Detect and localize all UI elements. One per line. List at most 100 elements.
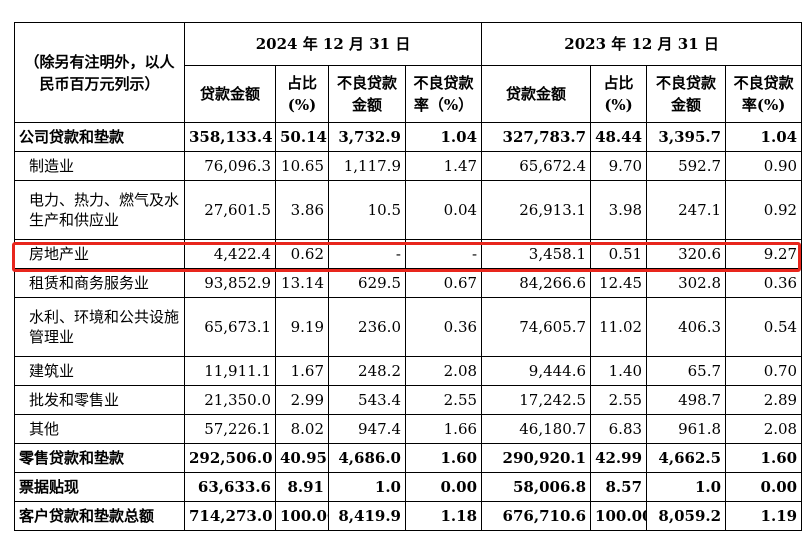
- row-label: 客户贷款和垫款总额: [14, 501, 185, 531]
- col-npl-amount-2024: 不良贷款 金额: [328, 65, 406, 123]
- row-label: 其他: [14, 414, 185, 444]
- row-label: 公司贷款和垫款: [14, 122, 185, 152]
- loan-by-industry-table: （除另有注明外，以人民币百万元列示） 2024 年 12 月 31 日 2023…: [14, 22, 803, 531]
- row-value: 358,133.4: [184, 122, 276, 152]
- row-value: 76,096.3: [184, 151, 276, 181]
- row-value: 3,395.7: [646, 122, 727, 152]
- row-value: 3.98: [590, 180, 648, 240]
- row-label: 电力、热力、燃气及水生产和供应业: [14, 180, 185, 240]
- row-value: -: [328, 239, 406, 269]
- row-value: 1,117.9: [328, 151, 406, 181]
- row-value: 40.95: [275, 443, 329, 473]
- row-value: 592.7: [646, 151, 727, 181]
- row-value: 65,673.1: [184, 297, 276, 357]
- row-value: 27,601.5: [184, 180, 276, 240]
- row-value: 248.2: [328, 356, 406, 386]
- row-value: 629.5: [328, 268, 406, 298]
- row-label: 房地产业: [14, 239, 185, 269]
- col-loan-amount-2023: 贷款金额: [481, 65, 592, 123]
- row-value: 1.67: [275, 356, 329, 386]
- row-value: 8.57: [590, 472, 648, 502]
- row-value: 0.90: [725, 151, 803, 181]
- row-value: 3,458.1: [481, 239, 592, 269]
- row-value: 1.04: [725, 122, 803, 152]
- row-value: 1.04: [404, 122, 483, 152]
- table-row: 其他 57,226.1 8.02 947.4 1.66 46,180.7 6.83 961.8…: [14, 414, 803, 444]
- row-value: 1.40: [590, 356, 648, 386]
- col-loan-amount-2024: 贷款金额: [184, 65, 276, 123]
- row-value: 0.51: [590, 239, 648, 269]
- row-value: 302.8: [646, 268, 727, 298]
- row-value: 406.3: [646, 297, 727, 357]
- row-value: 65.7: [646, 356, 727, 386]
- row-value: 4,422.4: [184, 239, 276, 269]
- row-label: 批发和零售业: [14, 385, 185, 415]
- row-label: 水利、环境和公共设施管理业: [14, 297, 185, 357]
- row-value: 48.44: [590, 122, 648, 152]
- row-value: 292,506.0: [184, 443, 276, 473]
- row-value: 0.92: [725, 180, 803, 240]
- row-value: 1.0: [328, 472, 406, 502]
- row-value: 0.36: [725, 268, 803, 298]
- row-value: 947.4: [328, 414, 406, 444]
- table-row: 水利、环境和公共设施管理业 65,673.1 9.19 236.0 0.36 74,605…: [14, 297, 803, 357]
- row-value: 8,419.9: [328, 501, 406, 531]
- unit-note-header: （除另有注明外，以人民币百万元列示）: [14, 22, 185, 123]
- row-value: 290,920.1: [481, 443, 592, 473]
- row-value: 714,273.0: [184, 501, 276, 531]
- row-value: 42.99: [590, 443, 648, 473]
- row-value: 12.45: [590, 268, 648, 298]
- row-value: 1.60: [404, 443, 483, 473]
- row-value: 2.08: [725, 414, 803, 444]
- table-row: 电力、热力、燃气及水生产和供应业 27,601.5 3.86 10.5 0.04 26,9…: [14, 180, 803, 240]
- row-value: 11.02: [590, 297, 648, 357]
- row-value: 3.86: [275, 180, 329, 240]
- table-row: 客户贷款和垫款总额714,273.0100.008,419.91.18676,7…: [14, 501, 803, 531]
- row-value: 2.99: [275, 385, 329, 415]
- row-value: 3,732.9: [328, 122, 406, 152]
- row-value: 21,350.0: [184, 385, 276, 415]
- row-value: 9.19: [275, 297, 329, 357]
- row-value: 1.66: [404, 414, 483, 444]
- row-value: 17,242.5: [481, 385, 592, 415]
- row-value: 2.08: [404, 356, 483, 386]
- row-value: 0.54: [725, 297, 803, 357]
- col-npl-ratio-2023: 不良贷款 率(%): [725, 65, 803, 123]
- row-value: 2.89: [725, 385, 803, 415]
- row-label: 票据贴现: [14, 472, 185, 502]
- row-value: 100.00: [275, 501, 329, 531]
- row-label: 租赁和商务服务业: [14, 268, 185, 298]
- table-row: 房地产业 4,422.4 0.62- -3,458.1 0.51 320.6 9.27: [14, 239, 803, 269]
- row-value: 50.14: [275, 122, 329, 152]
- row-value: 543.4: [328, 385, 406, 415]
- row-label: 建筑业: [14, 356, 185, 386]
- row-value: 100.00: [590, 501, 648, 531]
- row-value: 0.36: [404, 297, 483, 357]
- row-value: 26,913.1: [481, 180, 592, 240]
- table-row: 制造业 76,096.3 10.65 1,117.9 1.47 65,672.4 9.70 5…: [14, 151, 803, 181]
- row-value: 57,226.1: [184, 414, 276, 444]
- row-value: 676,710.6: [481, 501, 592, 531]
- table-row: 票据贴现 63,633.6 8.91 1.0 0.00 58,006.8 8.57 1.0 0.…: [14, 472, 803, 502]
- row-value: 0.04: [404, 180, 483, 240]
- row-value: 10.65: [275, 151, 329, 181]
- table-row: 零售贷款和垫款 292,506.0 40.95 4,686.0 1.60 290,920.…: [14, 443, 803, 473]
- row-value: 1.47: [404, 151, 483, 181]
- row-value: 8.02: [275, 414, 329, 444]
- row-value: 6.83: [590, 414, 648, 444]
- row-value: 8.91: [275, 472, 329, 502]
- row-value: 1.18: [404, 501, 483, 531]
- table-row: 公司贷款和垫款 358,133.4 50.14 3,732.9 1.04 327,783.…: [14, 122, 803, 152]
- row-value: 93,852.9: [184, 268, 276, 298]
- row-value: 63,633.6: [184, 472, 276, 502]
- table-row: 建筑业 11,911.1 1.67 248.2 2.08 9,444.6 1.40 65.7 0…: [14, 356, 803, 386]
- col-npl-ratio-2024: 不良贷款 率（%）: [404, 65, 483, 123]
- table-row: 批发和零售业 21,350.0 2.99 543.4 2.55 17,242.5 2.55 4…: [14, 385, 803, 415]
- col-share-2024: 占比 (%): [275, 65, 329, 123]
- row-value: 236.0: [328, 297, 406, 357]
- year-2024-header: 2024 年 12 月 31 日: [183, 22, 483, 66]
- row-value: 0.67: [404, 268, 483, 298]
- row-value: 2.55: [590, 385, 648, 415]
- year-2023-header: 2023 年 12 月 31 日: [481, 22, 803, 66]
- row-value: 1.19: [725, 501, 803, 531]
